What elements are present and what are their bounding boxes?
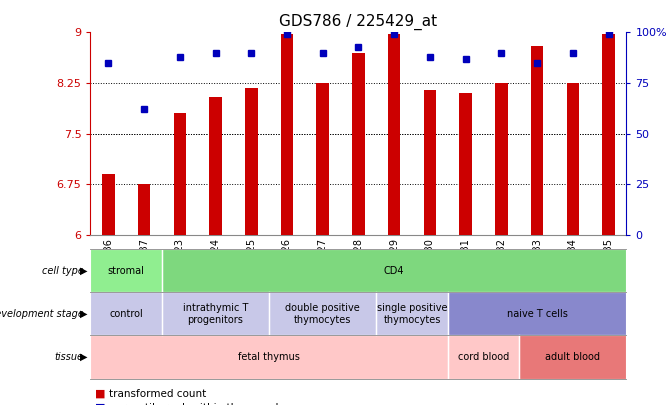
Bar <box>531 46 543 235</box>
Bar <box>602 34 615 235</box>
Text: intrathymic T
progenitors: intrathymic T progenitors <box>183 303 248 325</box>
Text: ▶: ▶ <box>80 309 87 319</box>
Bar <box>245 88 257 235</box>
Bar <box>209 96 222 235</box>
Text: ▶: ▶ <box>80 266 87 276</box>
Text: stromal: stromal <box>108 266 145 276</box>
Text: development stage: development stage <box>0 309 84 319</box>
Bar <box>138 184 150 235</box>
Text: ▶: ▶ <box>80 352 87 362</box>
Text: cell type: cell type <box>42 266 84 276</box>
Text: control: control <box>109 309 143 319</box>
Text: single positive
thymocytes: single positive thymocytes <box>377 303 448 325</box>
Text: fetal thymus: fetal thymus <box>238 352 300 362</box>
Text: naive T cells: naive T cells <box>507 309 567 319</box>
Text: percentile rank within the sample: percentile rank within the sample <box>109 403 285 405</box>
Bar <box>352 53 364 235</box>
Title: GDS786 / 225429_at: GDS786 / 225429_at <box>279 13 438 30</box>
Text: ■: ■ <box>95 403 106 405</box>
Bar <box>281 34 293 235</box>
Text: tissue: tissue <box>55 352 84 362</box>
Bar <box>316 83 329 235</box>
Bar <box>495 83 508 235</box>
Text: cord blood: cord blood <box>458 352 509 362</box>
Text: transformed count: transformed count <box>109 389 206 399</box>
Text: adult blood: adult blood <box>545 352 600 362</box>
Text: double positive
thymocytes: double positive thymocytes <box>285 303 360 325</box>
Bar <box>567 83 579 235</box>
Bar <box>102 174 115 235</box>
Bar <box>460 93 472 235</box>
Bar <box>423 90 436 235</box>
Text: ■: ■ <box>95 389 106 399</box>
Bar <box>174 113 186 235</box>
Bar <box>388 34 401 235</box>
Text: CD4: CD4 <box>384 266 405 276</box>
